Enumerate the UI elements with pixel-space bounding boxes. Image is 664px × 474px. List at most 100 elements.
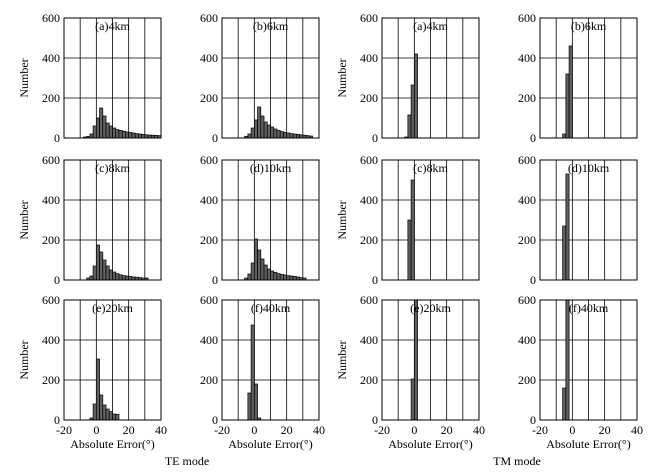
histogram-bar [410,378,415,421]
y-tick-label: 200 [42,373,60,387]
histogram-bar [410,84,415,139]
y-tick-label: 400 [518,51,536,65]
histogram-bar [115,129,120,139]
y-tick-label: 600 [200,293,218,307]
y-tick-label: 0 [372,131,378,145]
plot-frame [381,299,480,421]
plot-frame [381,159,480,281]
histogram-bar [112,413,117,421]
x-tick-label: -20 [374,423,390,437]
histogram-bar [270,126,275,139]
x-tick-label: -20 [532,423,548,437]
histogram-bar [283,132,288,139]
histogram-bar [105,122,110,139]
x-tick-label: 20 [599,423,611,437]
histogram-bar [289,275,294,281]
y-tick-label: 200 [518,233,536,247]
histogram-bar [276,130,281,139]
y-tick-label: 200 [200,233,218,247]
histogram-bar [562,225,567,281]
panel-title: (a)4km [95,19,130,33]
y-tick-label: 0 [530,273,536,287]
y-tick-label: 400 [200,333,218,347]
histogram-bar [99,394,104,421]
histogram-bar [141,134,146,139]
histogram-bar [292,133,297,139]
y-tick-label: 200 [200,91,218,105]
histogram-bar [253,383,258,421]
histogram-bar [138,133,142,139]
histogram-bar [118,130,123,139]
histogram-bar [270,270,275,281]
histogram-bar [99,251,104,281]
histogram-bar [266,124,271,139]
y-tick-label: 600 [360,293,378,307]
histogram-bar [260,115,265,139]
y-axis-label: Number [17,58,31,97]
y-tick-label: 600 [42,153,60,167]
histogram-bar [115,273,120,281]
y-tick-label: 0 [530,413,536,427]
x-axis-label: Absolute Error(°) [546,437,630,451]
histogram-bar [102,115,107,139]
y-tick-label: 400 [360,51,378,65]
histogram-bar [102,259,107,281]
y-tick-label: 600 [518,153,536,167]
te-mode-label: TE mode [165,454,209,468]
y-tick-label: 200 [518,373,536,387]
y-tick-label: 600 [42,293,60,307]
histogram-bar [102,404,107,421]
histogram-bar [95,117,100,139]
histogram-bar [247,133,252,139]
x-axis-label: Absolute Error(°) [388,437,472,451]
histogram-bar [112,127,117,139]
histogram-bar [118,274,123,281]
x-tick-label: 20 [281,423,293,437]
y-axis-label: Number [335,58,349,97]
histogram-bar [413,53,418,139]
plot-frame [539,159,638,281]
histogram-bar [292,276,297,281]
plot-frame [539,17,638,139]
y-tick-label: 400 [360,193,378,207]
x-tick-label: -20 [214,423,230,437]
x-tick-label: 20 [441,423,453,437]
x-tick-label: 0 [411,423,417,437]
histogram-bar [131,132,136,139]
histogram-bar [565,299,570,421]
histogram-bar [296,134,300,139]
histogram-bar [286,132,291,139]
panel: 0 200 400 600 (b)6km [518,11,638,145]
x-tick-label: 0 [569,423,575,437]
x-axis-label: Absolute Error(°) [228,437,312,451]
histogram-bar [99,107,104,139]
y-tick-label: 600 [518,11,536,25]
y-tick-label: 0 [372,413,378,427]
histogram-bar [92,125,97,139]
y-tick-label: 600 [360,11,378,25]
y-tick-label: 0 [212,131,218,145]
histogram-bar [568,45,573,139]
x-tick-label: 20 [123,423,135,437]
y-tick-label: 600 [200,11,218,25]
histogram-bar [247,273,252,281]
panel: 0 200 400 600 (c)8km Number [17,153,162,287]
panel: 0 200 400 600 (a)4km Number [17,11,162,145]
x-tick-label: -20 [56,423,72,437]
histogram-bar [257,249,262,281]
histogram-bar [260,258,265,281]
histogram-bar [115,414,120,421]
plot-frame [539,299,638,421]
histogram-bar [565,73,570,139]
panel-title: (d)10km [250,161,292,175]
y-tick-label: 0 [54,131,60,145]
histogram-bar [283,274,288,281]
plot-frame [381,17,480,139]
histogram-bar [92,265,97,281]
histogram-bar [95,244,100,281]
panel: 0 200 400 600 (a)4km Number [335,11,480,145]
histogram-bar [128,132,133,139]
